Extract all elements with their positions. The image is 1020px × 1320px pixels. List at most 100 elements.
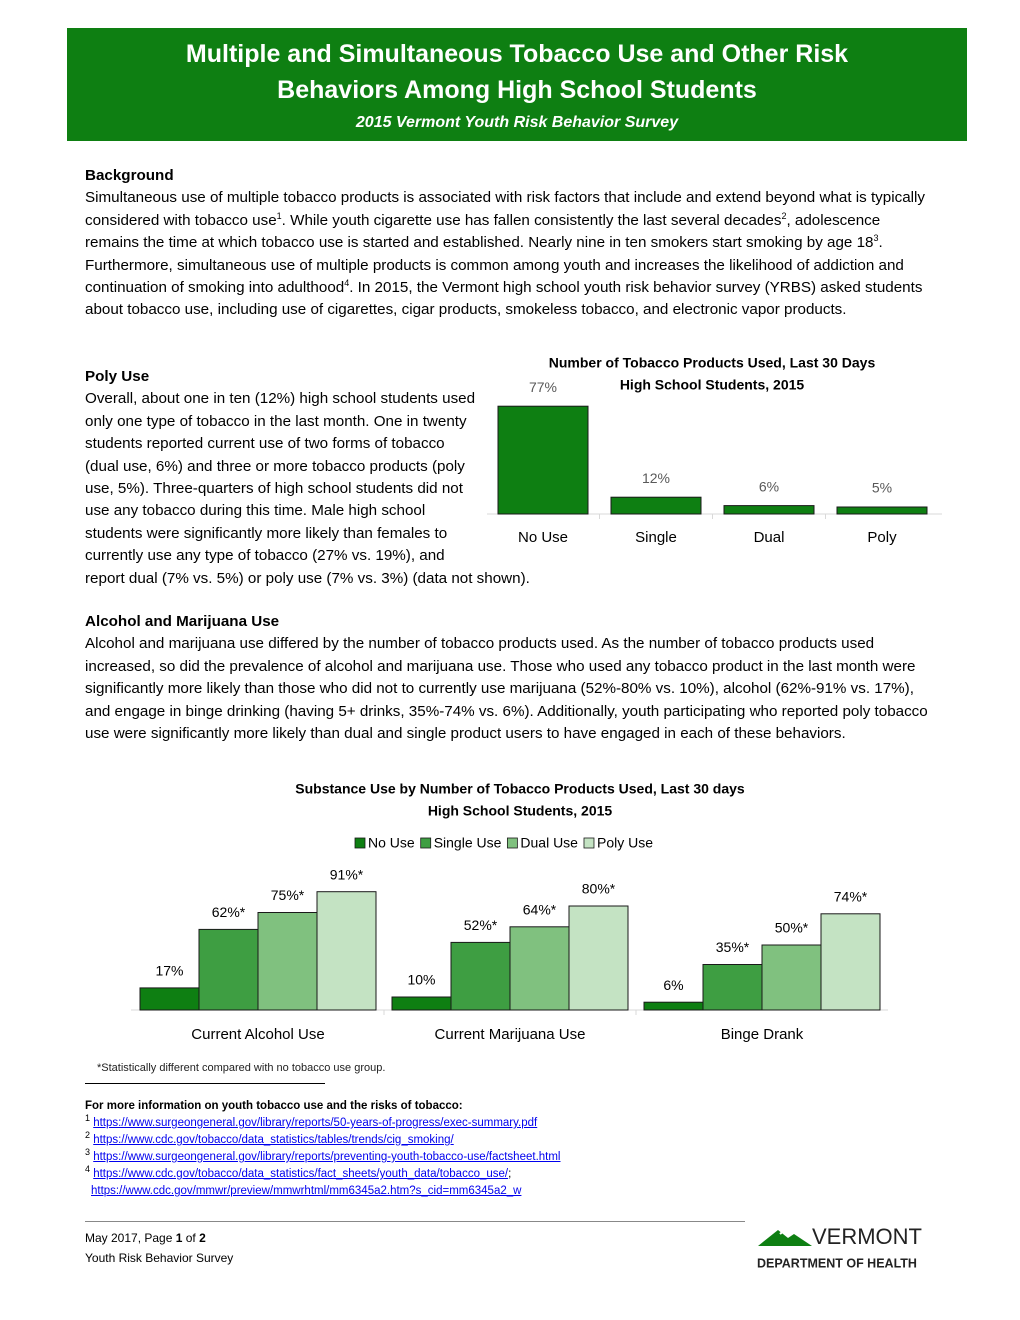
footer-rule <box>85 1221 745 1222</box>
page-part: 1 <box>175 1231 183 1245</box>
logo-mountain <box>758 1230 812 1246</box>
value-label: 64%* <box>523 902 557 918</box>
bar <box>391 996 452 1011</box>
logo-name: VERMONT <box>812 1224 922 1249</box>
reference-link[interactable]: https://www.cdc.gov/mmwr/preview/mmwrhtm… <box>91 1185 522 1197</box>
citation: 2 <box>781 210 787 221</box>
reference-link[interactable]: https://www.surgeongeneral.gov/library/r… <box>93 1117 538 1129</box>
bar <box>198 928 259 1011</box>
logo: VERMONT DEPARTMENT OF HEALTH <box>757 1224 922 1270</box>
x-tick-label: Poly <box>867 529 897 546</box>
value-label: 80%* <box>582 881 616 897</box>
chart-title: Substance Use by Number of Tobacco Produ… <box>295 781 745 797</box>
footer: May 2017, Page 1 of 2 Youth Risk Behavio… <box>85 1228 233 1268</box>
page-part: of <box>182 1231 200 1245</box>
section-body: Overall, about one in ten (12%) high sch… <box>85 390 530 587</box>
reference: 2 https://www.cdc.gov/tobacco/data_stati… <box>85 1130 561 1149</box>
legend-swatch <box>354 837 366 849</box>
background-section: Background Simultaneous use of multiple … <box>85 165 933 322</box>
x-tick-label: Dual <box>754 529 785 546</box>
reference-number: 2 <box>85 1130 91 1141</box>
bar <box>820 913 881 1011</box>
section-body: Alcohol and marijuana use differed by th… <box>85 635 928 743</box>
bar <box>723 505 815 515</box>
footnote: *Statistically different compared with n… <box>97 1062 386 1074</box>
reference: 1 https://www.surgeongeneral.gov/library… <box>85 1113 561 1132</box>
page-part: May 2017, Page <box>85 1231 176 1245</box>
subtitle: 2015 Vermont Youth Risk Behavior Survey <box>355 114 679 131</box>
value-label: 35%* <box>716 939 750 955</box>
chart-subtitle: High School Students, 2015 <box>428 803 613 819</box>
value-label: 5% <box>872 480 892 496</box>
legend-label: Single Use <box>434 835 502 851</box>
citation: 3 <box>873 233 879 244</box>
body-text: , adolescence remains the time at which … <box>85 211 881 252</box>
bar <box>497 405 589 515</box>
header: Multiple and Simultaneous Tobacco Use an… <box>67 28 967 141</box>
reference-number: 4 <box>85 1164 91 1175</box>
body-text: . In 2015, the Vermont high school youth… <box>85 279 923 319</box>
section-body: Simultaneous use of multiple tobacco pro… <box>85 187 933 321</box>
citation: 1 <box>276 210 282 221</box>
reference-number: 3 <box>85 1147 91 1158</box>
logo-department: DEPARTMENT OF HEALTH <box>757 1256 917 1270</box>
section-heading: Poly Use <box>85 368 150 385</box>
chart: Number of Tobacco Products Used, Last 30… <box>487 355 942 546</box>
bar <box>509 926 570 1011</box>
section-heading: Alcohol and Marijuana Use <box>85 613 280 630</box>
separator: ; <box>508 1168 512 1180</box>
title-line: Behaviors Among High School Students <box>277 76 757 104</box>
legend-label: Poly Use <box>597 835 653 851</box>
value-label: 6% <box>759 478 779 494</box>
bar <box>643 1001 704 1011</box>
legend-swatch <box>506 837 518 849</box>
body-text: . Furthermore, simultaneous use of multi… <box>85 234 904 297</box>
reference: 4 https://www.cdc.gov/tobacco/data_stati… <box>85 1164 561 1200</box>
body-text: Simultaneous use of multiple tobacco pro… <box>85 189 925 229</box>
bar <box>761 944 822 1011</box>
references: For more information on youth tobacco us… <box>85 1098 561 1200</box>
citation: 4 <box>344 277 350 288</box>
value-label: 17% <box>155 963 183 979</box>
body-text: . While youth cigarette use has fallen c… <box>281 211 782 229</box>
survey-name: Youth Risk Behavior Survey <box>85 1251 234 1265</box>
value-label: 74%* <box>834 889 868 905</box>
page-info: May 2017, Page 1 of 2 <box>85 1228 233 1248</box>
reference-link[interactable]: https://www.surgeongeneral.gov/library/r… <box>93 1151 561 1163</box>
value-label: 75%* <box>271 887 305 903</box>
chart-box: Number of Tobacco Products Used, Last 30… <box>480 355 942 562</box>
reference-link[interactable]: https://www.cdc.gov/tobacco/data_statist… <box>93 1134 454 1146</box>
alcohol-section: Alcohol and Marijuana Use Alcohol and ma… <box>85 611 933 745</box>
reference-number: 1 <box>85 1113 91 1124</box>
bar <box>568 905 629 1011</box>
value-label: 62%* <box>212 904 246 920</box>
chart-subtitle: High School Students, 2015 <box>620 377 805 393</box>
reference: 3 https://www.surgeongeneral.gov/library… <box>85 1147 561 1166</box>
chart: Substance Use by Number of Tobacco Produ… <box>131 781 888 1043</box>
value-label: 12% <box>642 470 670 486</box>
value-label: 10% <box>407 972 435 988</box>
value-label: 50%* <box>775 920 809 936</box>
reference-list: 1 https://www.surgeongeneral.gov/library… <box>85 1113 561 1200</box>
bar <box>610 496 702 515</box>
bar <box>836 506 928 515</box>
legend-label: No Use <box>368 835 415 851</box>
bar <box>139 987 200 1011</box>
footnote-rule <box>85 1083 325 1084</box>
value-label: 91%* <box>330 866 364 882</box>
bar <box>257 912 318 1011</box>
bar <box>702 964 763 1011</box>
bar <box>450 941 511 1011</box>
value-label: 52%* <box>464 917 498 933</box>
x-tick-label: Current Alcohol Use <box>191 1026 324 1043</box>
reference-link[interactable]: https://www.cdc.gov/tobacco/data_statist… <box>93 1168 509 1180</box>
x-tick-label: Binge Drank <box>721 1026 804 1043</box>
title-line: Multiple and Simultaneous Tobacco Use an… <box>185 40 849 68</box>
x-tick-label: No Use <box>518 529 568 546</box>
value-label: 77% <box>529 379 557 395</box>
references-heading: For more information on youth tobacco us… <box>85 1100 463 1112</box>
chart-title: Number of Tobacco Products Used, Last 30… <box>549 355 876 371</box>
x-tick-label: Single <box>635 529 677 546</box>
legend-swatch <box>420 837 432 849</box>
